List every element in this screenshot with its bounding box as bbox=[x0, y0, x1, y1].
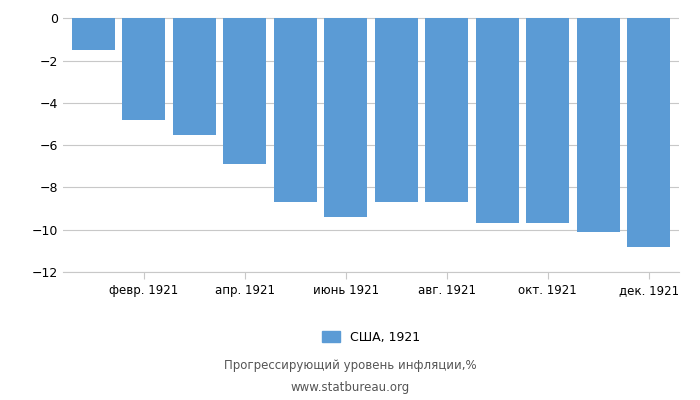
Bar bbox=[426, 18, 468, 202]
Legend: США, 1921: США, 1921 bbox=[316, 326, 426, 349]
Bar bbox=[324, 18, 368, 217]
Bar bbox=[274, 18, 316, 202]
Bar bbox=[173, 18, 216, 135]
Bar bbox=[122, 18, 165, 120]
Bar bbox=[223, 18, 266, 164]
Text: Прогрессирующий уровень инфляции,%: Прогрессирующий уровень инфляции,% bbox=[224, 360, 476, 372]
Bar bbox=[526, 18, 569, 223]
Text: www.statbureau.org: www.statbureau.org bbox=[290, 382, 410, 394]
Bar bbox=[476, 18, 519, 223]
Bar bbox=[72, 18, 115, 50]
Bar bbox=[374, 18, 418, 202]
Bar bbox=[577, 18, 620, 232]
Bar bbox=[627, 18, 670, 247]
